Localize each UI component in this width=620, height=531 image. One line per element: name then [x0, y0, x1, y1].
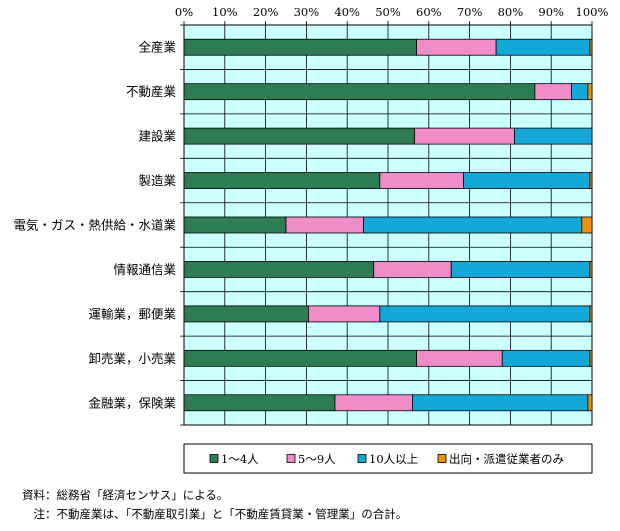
- legend-label: 5～9人: [298, 452, 336, 466]
- bar-segment: [416, 349, 503, 367]
- source-note: 資料：総務省「経済センサス」による。: [22, 488, 229, 502]
- bar-segment: [514, 127, 593, 145]
- category-label: 建設業: [138, 129, 176, 144]
- bar-segment: [581, 216, 593, 234]
- bar-segment: [363, 216, 583, 234]
- x-tick-label: 100%: [576, 5, 609, 19]
- bar-segment: [501, 349, 591, 367]
- category-label: 情報通信業: [113, 262, 176, 277]
- bar-segment: [571, 83, 589, 101]
- bar-segment: [183, 83, 536, 101]
- category-label: 金融業，保険業: [88, 395, 176, 410]
- legend-swatch: [357, 454, 367, 463]
- x-tick-label: 60%: [416, 5, 442, 19]
- bar-segment: [589, 38, 593, 56]
- bar-segment: [412, 394, 589, 412]
- category-label: 製造業: [138, 173, 176, 188]
- x-tick-label: 30%: [294, 5, 320, 19]
- bar-segment: [414, 127, 515, 145]
- x-tick-label: 50%: [375, 5, 401, 19]
- bar-segment: [463, 172, 591, 189]
- bar-segment: [589, 305, 593, 323]
- bar-segment: [587, 83, 593, 101]
- category-label: 電気・ガス・熱供給・水道業: [13, 218, 176, 233]
- x-tick-label: 20%: [253, 5, 279, 19]
- category-label: 全産業: [138, 40, 176, 55]
- x-tick-label: 90%: [538, 5, 564, 19]
- bar-segment: [183, 216, 287, 234]
- bar-segment: [589, 349, 593, 367]
- legend-swatch: [286, 454, 296, 463]
- x-tick-label: 40%: [334, 5, 360, 19]
- bar-segment: [183, 394, 336, 412]
- bar-segment: [183, 127, 415, 145]
- bar-segment: [450, 261, 591, 278]
- bar-segment: [183, 172, 381, 189]
- bar-segment: [183, 261, 375, 278]
- bar-segment: [379, 172, 464, 189]
- bar-segment: [373, 261, 452, 278]
- category-label: 卸売業，小売業: [88, 351, 176, 366]
- x-tick-label: 70%: [457, 5, 483, 19]
- bar-segment: [416, 38, 497, 56]
- legend-swatch: [209, 454, 219, 463]
- legend-swatch: [437, 454, 447, 463]
- category-label: 運輸業，郵便業: [88, 306, 176, 321]
- bar-segment: [183, 349, 417, 367]
- x-tick-label: 10%: [212, 5, 238, 19]
- x-tick-label: 80%: [498, 5, 524, 19]
- bar-segment: [534, 83, 573, 101]
- bar-segment: [334, 394, 413, 412]
- bar-segment: [587, 394, 593, 412]
- bar-segment: [183, 38, 417, 56]
- category-label: 不動産業: [126, 84, 177, 99]
- x-tick-label: 0%: [175, 5, 193, 19]
- bar-segment: [379, 305, 591, 323]
- legend-box: [183, 443, 593, 474]
- legend-label: 10人以上: [369, 452, 418, 466]
- bar-segment: [589, 172, 593, 189]
- bar-segment: [495, 38, 591, 56]
- bar-segment: [589, 261, 593, 278]
- legend-label: 1～4人: [221, 452, 259, 466]
- bar-segment: [285, 216, 364, 234]
- bar-segment: [183, 305, 309, 323]
- bar-segment: [308, 305, 381, 323]
- legend-label: 出向・派遣従業者のみ: [449, 452, 564, 466]
- footnote: 注：不動産業は、「不動産取引業」と「不動産賃貸業・管理業」の合計。: [22, 507, 408, 521]
